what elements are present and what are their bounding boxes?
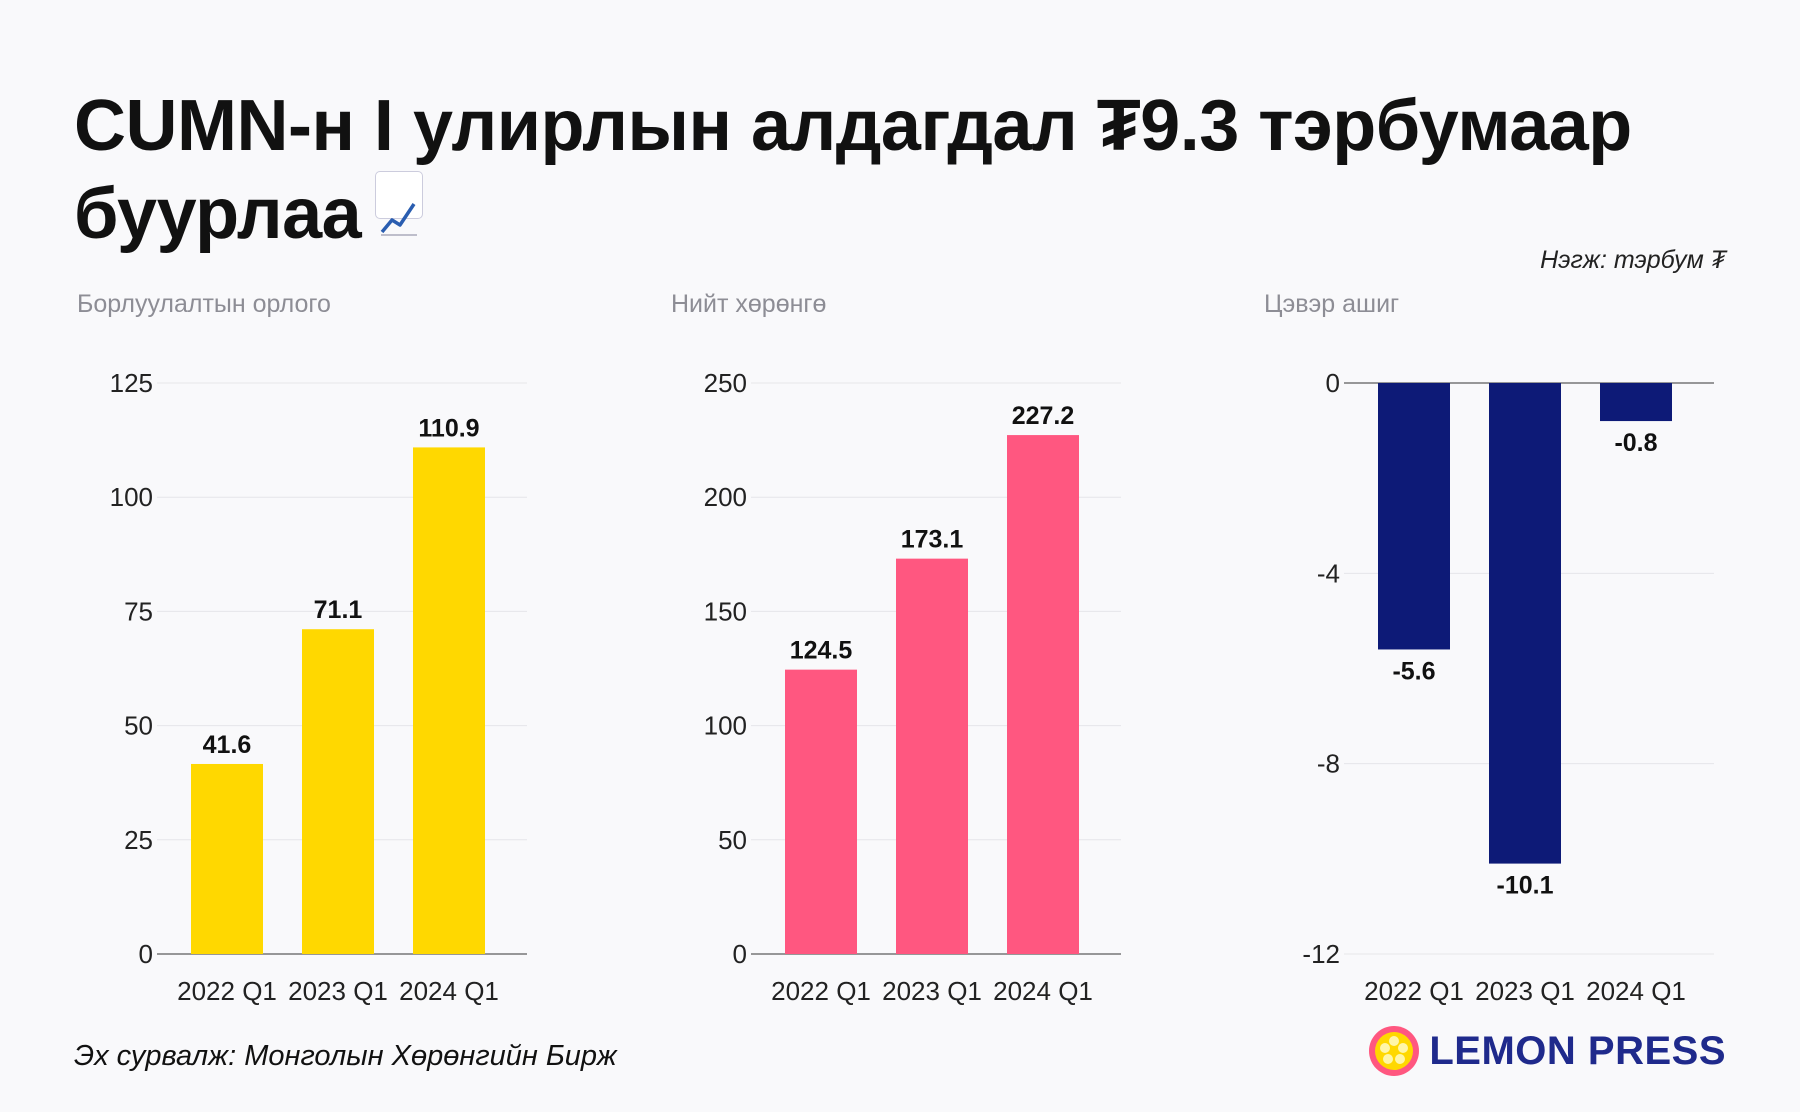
x-tick-label: 2024 Q1 xyxy=(993,976,1093,1006)
x-tick-label: 2022 Q1 xyxy=(1364,976,1464,1006)
revenue-chart-plot: 0 25 50 75 100 125 41.6 2022 Q1 71.1 2023 Q1 110.9… xyxy=(110,368,527,1006)
bar xyxy=(191,763,263,954)
x-tick-label: 2024 Q1 xyxy=(399,976,499,1006)
data-label: 71.1 xyxy=(314,596,363,624)
bar xyxy=(1007,435,1079,954)
data-label: 173.1 xyxy=(901,526,964,554)
data-label: 124.5 xyxy=(790,637,853,665)
title-text: CUMN-н I улирлын алдагдал ₮9.3 тэрбумаар… xyxy=(74,86,1632,254)
y-tick-label: 250 xyxy=(704,368,747,398)
bar xyxy=(1600,383,1672,422)
profit-chart: Цэвэр ашиг 0 -4 -8 -12 -5.6 2022 Q1 -10.1 2023 … xyxy=(1264,290,1764,1030)
bar xyxy=(896,558,968,954)
y-tick-label: 0 xyxy=(1326,368,1340,398)
x-tick-label: 2023 Q1 xyxy=(882,976,982,1006)
y-tick-label: 0 xyxy=(733,939,747,969)
y-tick-label: -4 xyxy=(1317,558,1340,588)
y-tick-label: 75 xyxy=(124,596,153,626)
y-tick-label: -8 xyxy=(1317,749,1340,779)
source-note: Эх сурвалж: Монголын Хөрөнгийн Бирж xyxy=(74,1040,617,1072)
y-tick-label: 0 xyxy=(139,939,153,969)
x-tick-label: 2023 Q1 xyxy=(1475,976,1575,1006)
data-label: 227.2 xyxy=(1012,402,1075,430)
data-label: 41.6 xyxy=(203,731,252,759)
data-label: -0.8 xyxy=(1614,429,1657,457)
y-tick-label: 50 xyxy=(124,711,153,741)
y-tick-label: 50 xyxy=(718,825,747,855)
lemon-icon xyxy=(1369,1026,1420,1076)
bar xyxy=(785,669,857,954)
x-tick-label: 2024 Q1 xyxy=(1586,976,1686,1006)
data-label: -5.6 xyxy=(1392,657,1435,685)
profit-chart-plot: 0 -4 -8 -12 -5.6 2022 Q1 -10.1 2023 Q1 -0.8 2024 … xyxy=(1302,368,1714,1006)
x-tick-label: 2022 Q1 xyxy=(177,976,277,1006)
logo: LEMON PRESS xyxy=(1367,1024,1726,1078)
bar xyxy=(1489,383,1561,864)
revenue-chart: Борлуулалтын орлого 0 25 50 75 100 125 41.6 202… xyxy=(77,290,577,1030)
data-label: -10.1 xyxy=(1497,872,1554,900)
data-label: 110.9 xyxy=(418,414,479,442)
bar xyxy=(413,447,485,954)
bar xyxy=(1378,383,1450,650)
assets-chart: Нийт хөрөнгө 0 50 100 150 200 250 124.5 2022 Q1… xyxy=(671,290,1171,1030)
unit-label: Нэгж: тэрбум ₮ xyxy=(1540,246,1726,274)
chart-title: Нийт хөрөнгө xyxy=(671,290,827,318)
chart-title: Борлуулалтын орлого xyxy=(77,290,331,318)
page-title: CUMN-н I улирлын алдагдал ₮9.3 тэрбумаар… xyxy=(74,82,1754,258)
y-tick-label: -12 xyxy=(1302,939,1340,969)
y-tick-label: 100 xyxy=(704,711,747,741)
y-tick-label: 100 xyxy=(110,482,153,512)
chart-increasing-icon xyxy=(375,171,424,236)
y-tick-label: 25 xyxy=(124,825,153,855)
bar xyxy=(302,629,374,954)
logo-text: LEMON PRESS xyxy=(1429,1028,1726,1073)
y-tick-label: 200 xyxy=(704,482,747,512)
x-tick-label: 2023 Q1 xyxy=(288,976,388,1006)
x-tick-label: 2022 Q1 xyxy=(771,976,871,1006)
y-tick-label: 125 xyxy=(110,368,153,398)
assets-chart-plot: 0 50 100 150 200 250 124.5 2022 Q1 173.1 2023 Q1 2… xyxy=(704,368,1121,1006)
y-tick-label: 150 xyxy=(704,596,747,626)
chart-title: Цэвэр ашиг xyxy=(1264,290,1400,318)
